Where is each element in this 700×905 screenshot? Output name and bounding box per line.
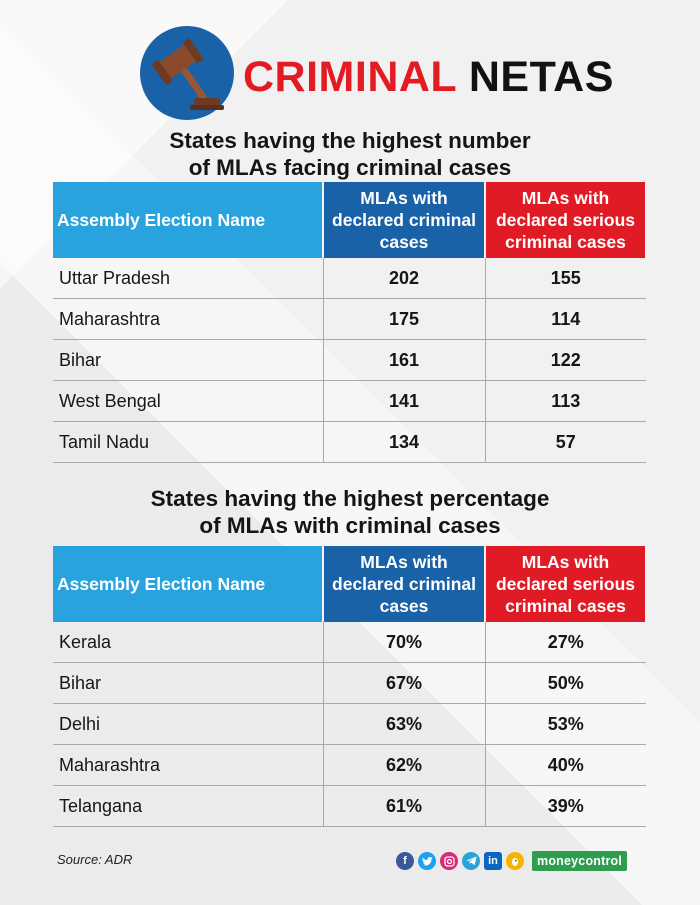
declared-value: 202 — [323, 258, 486, 299]
table2-title-line1: States having the highest percentage — [150, 486, 550, 511]
serious-value: 27% — [485, 622, 646, 663]
state-name: Kerala — [53, 622, 324, 663]
declared-value: 134 — [323, 421, 486, 463]
table2-title: States having the highest percentage of … — [0, 485, 700, 539]
serious-value: 53% — [485, 703, 646, 745]
header-declared-cases: MLAs with declared criminal cases — [323, 182, 486, 258]
header-assembly-name: Assembly Election Name — [53, 546, 324, 622]
table-row: West Bengal 141 113 — [53, 380, 646, 422]
state-name: Bihar — [53, 339, 324, 381]
state-name: Uttar Pradesh — [53, 258, 324, 299]
serious-value: 50% — [485, 662, 646, 704]
table-row: Bihar 161 122 — [53, 339, 646, 381]
declared-value: 141 — [323, 380, 486, 422]
table-mla-percentage: Assembly Election Name MLAs with declare… — [53, 546, 647, 827]
state-name: Bihar — [53, 662, 324, 704]
declared-value: 175 — [323, 298, 486, 340]
table-row: Kerala 70% 27% — [53, 622, 646, 663]
table1-title-line1: States having the highest number — [169, 128, 531, 153]
serious-value: 155 — [485, 258, 646, 299]
state-name: Telangana — [53, 785, 324, 827]
declared-value: 70% — [323, 622, 486, 663]
table-row: Bihar 67% 50% — [53, 662, 646, 704]
declared-value: 61% — [323, 785, 486, 827]
declared-value: 63% — [323, 703, 486, 745]
linkedin-icon[interactable]: in — [484, 852, 502, 870]
table-row: Maharashtra 175 114 — [53, 298, 646, 340]
header-serious-cases: MLAs with declared serious criminal case… — [485, 546, 647, 622]
state-name: Maharashtra — [53, 744, 324, 786]
state-name: Delhi — [53, 703, 324, 745]
state-name: Maharashtra — [53, 298, 324, 340]
table2-title-line2: of MLAs with criminal cases — [199, 513, 501, 538]
title-word-netas: NETAS — [468, 53, 614, 101]
page-title: CRIMINAL NETAS — [243, 52, 614, 102]
serious-value: 57 — [485, 421, 646, 463]
twitter-icon[interactable] — [418, 852, 436, 870]
gavel-icon — [140, 26, 234, 120]
table-mla-count: Assembly Election Name MLAs with declare… — [53, 182, 647, 463]
facebook-icon[interactable]: f — [396, 852, 414, 870]
koo-icon[interactable] — [506, 852, 524, 870]
state-name: West Bengal — [53, 380, 324, 422]
table1-title-line2: of MLAs facing criminal cases — [188, 155, 512, 180]
social-bar: f in moneycontrol — [396, 849, 628, 873]
serious-value: 113 — [485, 380, 646, 422]
table-row: Maharashtra 62% 40% — [53, 744, 646, 786]
table-row: Delhi 63% 53% — [53, 703, 646, 745]
table1-title: States having the highest number of MLAs… — [0, 127, 700, 181]
serious-value: 39% — [485, 785, 646, 827]
table-header-row: Assembly Election Name MLAs with declare… — [53, 182, 647, 258]
table-row: Uttar Pradesh 202 155 — [53, 258, 646, 299]
declared-value: 67% — [323, 662, 486, 704]
state-name: Tamil Nadu — [53, 421, 324, 463]
serious-value: 122 — [485, 339, 646, 381]
serious-value: 40% — [485, 744, 646, 786]
table-row: Tamil Nadu 134 57 — [53, 421, 646, 463]
header-assembly-name: Assembly Election Name — [53, 182, 324, 258]
source-note: Source: ADR — [57, 852, 133, 867]
declared-value: 161 — [323, 339, 486, 381]
declared-value: 62% — [323, 744, 486, 786]
table-header-row: Assembly Election Name MLAs with declare… — [53, 546, 647, 622]
telegram-icon[interactable] — [462, 852, 480, 870]
instagram-icon[interactable] — [440, 852, 458, 870]
header-declared-cases: MLAs with declared criminal cases — [323, 546, 486, 622]
table-row: Telangana 61% 39% — [53, 785, 646, 827]
header-serious-cases: MLAs with declared serious criminal case… — [485, 182, 647, 258]
moneycontrol-logo: moneycontrol — [532, 851, 628, 871]
serious-value: 114 — [485, 298, 646, 340]
title-word-criminal: CRIMINAL — [243, 53, 457, 101]
